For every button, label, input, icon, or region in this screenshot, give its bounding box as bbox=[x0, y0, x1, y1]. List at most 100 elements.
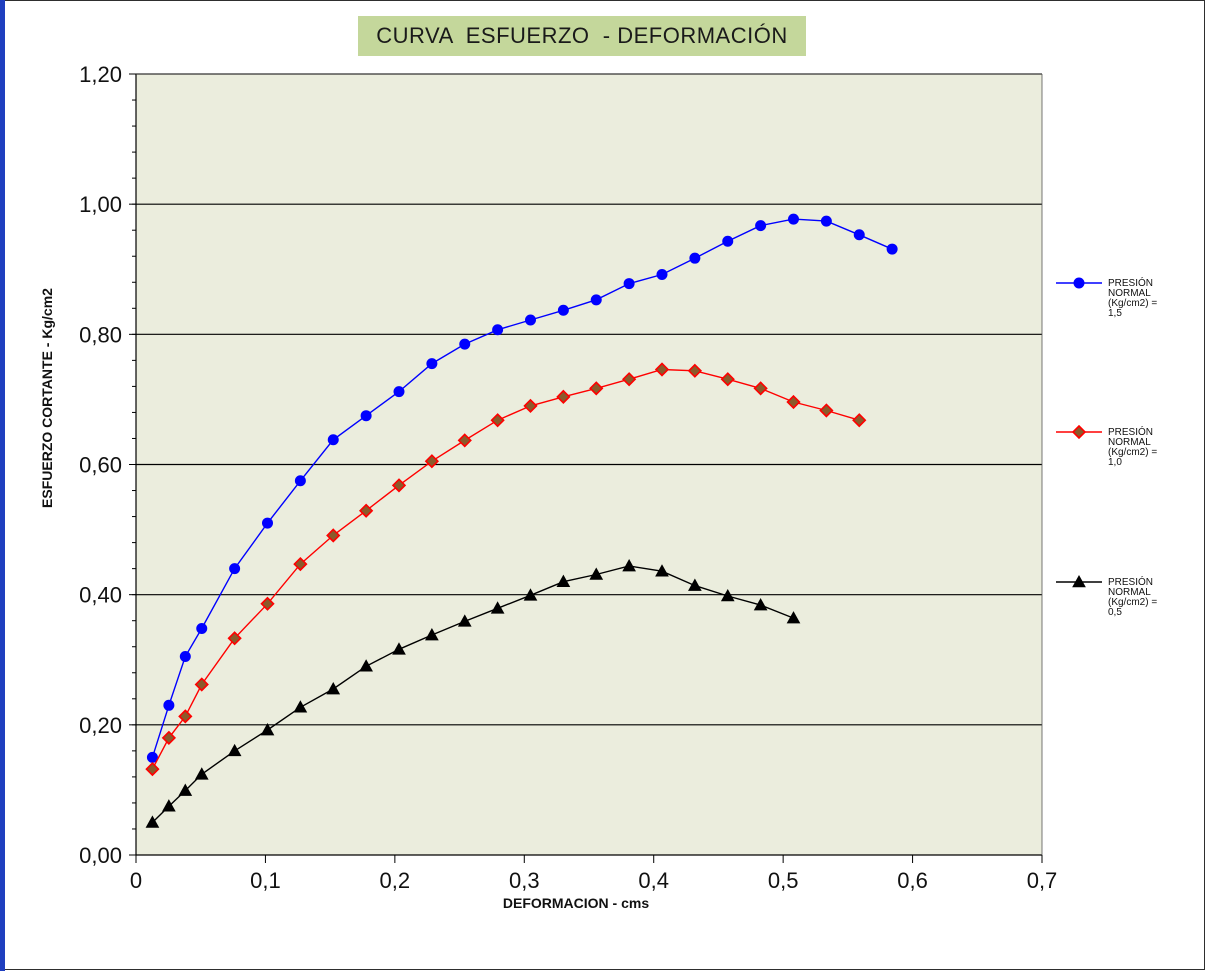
series-2-point bbox=[326, 528, 341, 543]
series-1-point bbox=[179, 650, 191, 662]
series-3-point bbox=[178, 783, 193, 796]
series-3 bbox=[145, 559, 801, 828]
series-3-point bbox=[523, 588, 538, 601]
series-1-point bbox=[557, 304, 569, 316]
series-2-point bbox=[227, 631, 242, 646]
series-2-point bbox=[523, 398, 538, 414]
series-2-point bbox=[161, 730, 177, 745]
x-tick-label: 0,1 bbox=[250, 868, 281, 893]
series-1-point bbox=[590, 294, 602, 306]
series-1 bbox=[146, 213, 898, 763]
x-tick-label: 0,7 bbox=[1027, 868, 1058, 893]
series-2-point bbox=[424, 454, 440, 469]
series-1-point bbox=[820, 215, 832, 227]
series-3-point bbox=[359, 659, 373, 672]
series-2-point bbox=[391, 478, 407, 493]
legend-label-line: NORMAL bbox=[1108, 288, 1151, 299]
series-layer bbox=[145, 213, 898, 828]
series-2-point bbox=[556, 389, 571, 404]
legend-swatch-marker bbox=[1072, 574, 1086, 588]
series-1-point bbox=[524, 314, 536, 326]
legend-label-line: NORMAL bbox=[1108, 587, 1151, 598]
legend-label-line: PRESIÓN bbox=[1108, 425, 1153, 438]
series-2-point bbox=[753, 381, 768, 396]
series-3-point bbox=[556, 574, 571, 587]
series-2-point bbox=[819, 403, 834, 418]
series-3-point bbox=[392, 642, 406, 655]
series-2-point bbox=[852, 413, 867, 428]
series-2-point bbox=[687, 363, 703, 378]
series-1-point bbox=[294, 475, 306, 487]
series-1-point bbox=[689, 252, 701, 264]
x-tick-label: 0,3 bbox=[509, 868, 540, 893]
y-tick-label: 0,80 bbox=[79, 322, 122, 347]
y-tick-label: 1,20 bbox=[79, 62, 122, 87]
series-3-point bbox=[194, 767, 209, 780]
series-2-point bbox=[457, 433, 472, 448]
series-3-point bbox=[753, 598, 768, 611]
series-1-point bbox=[196, 623, 208, 635]
x-tick-label: 0,2 bbox=[380, 868, 411, 893]
series-2-point bbox=[490, 413, 505, 428]
series-3-point bbox=[162, 799, 176, 812]
left-edge-bar bbox=[0, 0, 5, 971]
series-3-point bbox=[227, 743, 242, 757]
series-3-point bbox=[457, 614, 472, 627]
x-tick-label: 0,5 bbox=[768, 868, 799, 893]
x-tick-label: 0,4 bbox=[638, 868, 669, 893]
series-1-point bbox=[492, 324, 504, 336]
legend-label-line: 0,5 bbox=[1108, 607, 1122, 618]
series-2 bbox=[145, 362, 867, 777]
y-tick-label: 1,00 bbox=[79, 192, 122, 217]
series-2-point bbox=[260, 596, 275, 611]
legend-label-line: 1,0 bbox=[1108, 457, 1122, 468]
axes bbox=[129, 73, 1043, 863]
series-2-point bbox=[654, 362, 670, 377]
series-1-point bbox=[163, 699, 175, 711]
series-3-line bbox=[151, 565, 794, 823]
legend-label-line: (Kg/cm2) = bbox=[1108, 597, 1157, 608]
series-1-point bbox=[360, 410, 372, 422]
series-2-point bbox=[358, 503, 374, 518]
series-3-point bbox=[786, 611, 801, 624]
x-tick-label: 0 bbox=[130, 868, 142, 893]
legend-swatch-marker bbox=[1073, 277, 1085, 289]
legend-label-line: (Kg/cm2) = bbox=[1108, 298, 1157, 309]
chart-title: CURVA ESFUERZO - DEFORMACIÓN bbox=[376, 23, 788, 48]
series-3-point bbox=[326, 682, 341, 695]
y-tick-label: 0,60 bbox=[79, 453, 122, 478]
series-3-point bbox=[490, 601, 505, 614]
series-1-point bbox=[459, 338, 471, 350]
legend-label-line: PRESIÓN bbox=[1108, 575, 1153, 588]
series-3-point bbox=[688, 578, 702, 591]
series-1-point bbox=[229, 563, 241, 575]
series-1-point bbox=[261, 517, 273, 529]
series-2-point bbox=[293, 556, 308, 572]
series-2-point bbox=[786, 394, 801, 410]
series-3-point bbox=[655, 564, 669, 577]
series-1-point bbox=[146, 751, 158, 763]
legend-label-line: NORMAL bbox=[1108, 437, 1151, 448]
series-2-point bbox=[720, 372, 735, 387]
y-tick-label: 0,40 bbox=[79, 583, 122, 608]
chart-title-box: CURVA ESFUERZO - DEFORMACIÓN bbox=[358, 16, 806, 56]
series-1-point bbox=[787, 213, 799, 225]
series-1-point bbox=[755, 220, 767, 232]
series-3-point bbox=[260, 723, 275, 736]
series-3-point bbox=[622, 559, 636, 572]
y-tick-label: 0,00 bbox=[79, 843, 122, 868]
tick-labels: 0,00 0,20 0,40 0,60 0,80 1,00 1,20 0 0,1 0,2 0,3 0,… bbox=[79, 62, 1057, 893]
series-3-point bbox=[589, 567, 604, 580]
series-2-point bbox=[589, 381, 604, 396]
legend-label-line: (Kg/cm2) = bbox=[1108, 447, 1157, 458]
series-2-point bbox=[145, 761, 160, 777]
series-2-point bbox=[194, 677, 209, 692]
legend-label-line: PRESIÓN bbox=[1108, 276, 1153, 289]
series-3-point bbox=[145, 815, 160, 828]
y-axis-title: ESFUERZO CORTANTE - Kg/cm2 bbox=[39, 288, 55, 508]
